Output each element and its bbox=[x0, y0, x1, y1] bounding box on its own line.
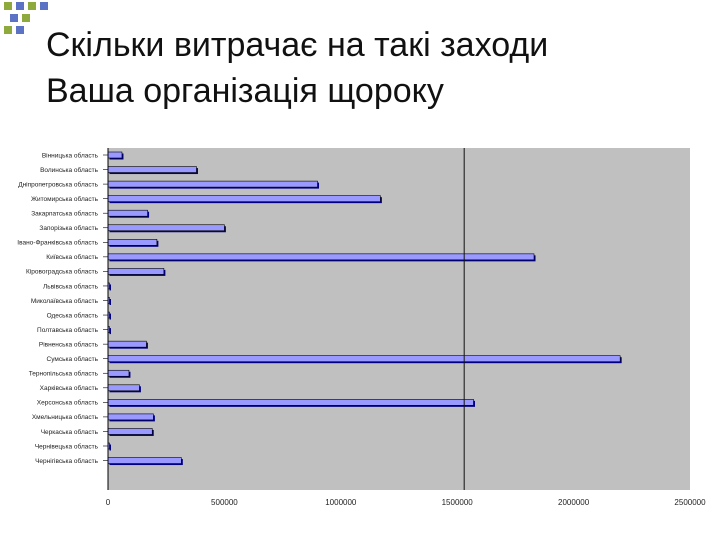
bar bbox=[107, 340, 147, 348]
bar bbox=[107, 224, 225, 232]
x-tick-label: 0 bbox=[106, 498, 111, 507]
deco-square bbox=[4, 26, 12, 34]
category-label: Одеська область bbox=[47, 311, 99, 319]
horizontal-bar-chart: Вінницька область Волинська область Дніпро… bbox=[17, 148, 706, 507]
bar bbox=[107, 413, 154, 421]
category-label: Херсонська область bbox=[37, 399, 99, 407]
category-label: Рівненська область bbox=[39, 340, 99, 348]
category-label: Чернігівська область bbox=[35, 457, 99, 465]
bar-shadow bbox=[109, 328, 111, 335]
bar-shadow bbox=[109, 284, 111, 291]
slide-title-line-2: Ваша організація щороку bbox=[46, 72, 444, 110]
category-label: Львівська область bbox=[43, 282, 99, 290]
bar-shadow bbox=[109, 444, 111, 451]
bar bbox=[107, 239, 158, 246]
deco-square bbox=[28, 2, 36, 10]
bar bbox=[107, 428, 153, 435]
bar-shadow bbox=[109, 313, 111, 320]
bar bbox=[107, 369, 130, 377]
bar bbox=[107, 399, 474, 406]
category-label: Волинська область bbox=[40, 166, 99, 174]
category-label: Чернівецька область bbox=[35, 442, 99, 450]
x-tick-label: 500000 bbox=[211, 498, 238, 507]
category-label: Полтавська область bbox=[37, 326, 99, 334]
bar bbox=[107, 355, 621, 362]
category-label: Черкаська область bbox=[41, 428, 99, 436]
bar bbox=[107, 209, 148, 217]
category-label: Закарпатська область bbox=[31, 210, 98, 218]
x-tick-label: 2500000 bbox=[674, 498, 706, 507]
deco-square bbox=[16, 2, 24, 10]
category-label: Харківська область bbox=[40, 384, 99, 392]
bar bbox=[107, 151, 123, 159]
x-axis-ticks: 0 500000 1000000 1500000 2000000 2500000 bbox=[106, 498, 706, 507]
category-label: Миколаївська область bbox=[31, 297, 99, 305]
x-tick-label: 1000000 bbox=[325, 498, 357, 507]
category-label: Дніпропетровська область bbox=[18, 180, 98, 188]
bar bbox=[107, 195, 381, 202]
deco-square bbox=[40, 2, 48, 10]
slide-title-line-1: Скільки витрачає на такі заходи bbox=[46, 26, 549, 64]
x-tick-label: 1500000 bbox=[442, 498, 474, 507]
category-label: Житомирська область bbox=[31, 195, 99, 203]
bar bbox=[107, 253, 535, 261]
plot-area bbox=[108, 148, 690, 490]
category-label: Івано-Франківська область bbox=[17, 239, 98, 247]
category-label: Хмельницька область bbox=[32, 413, 99, 421]
bar bbox=[107, 268, 165, 275]
deco-square bbox=[22, 14, 30, 22]
slide-title: Скільки витрачає на такі заходи Ваша орг… bbox=[46, 22, 706, 114]
x-tick-label: 2000000 bbox=[558, 498, 590, 507]
category-label: Кіровоградська область bbox=[26, 268, 99, 276]
category-label: Запорізька область bbox=[39, 224, 98, 232]
category-label: Вінницька область bbox=[42, 151, 99, 159]
category-label: Тернопільська область bbox=[29, 370, 99, 378]
category-labels: Вінницька область Волинська область Дніпро… bbox=[17, 151, 108, 465]
bar bbox=[107, 384, 140, 392]
bar bbox=[107, 166, 197, 173]
category-label: Київська область bbox=[46, 253, 98, 261]
deco-square bbox=[16, 26, 24, 34]
decorative-squares bbox=[4, 2, 48, 34]
bar bbox=[107, 180, 318, 188]
category-label: Сумська область bbox=[47, 355, 99, 363]
bar-shadow bbox=[109, 299, 111, 305]
deco-square bbox=[4, 2, 12, 10]
bar bbox=[107, 457, 182, 464]
deco-square bbox=[10, 14, 18, 22]
